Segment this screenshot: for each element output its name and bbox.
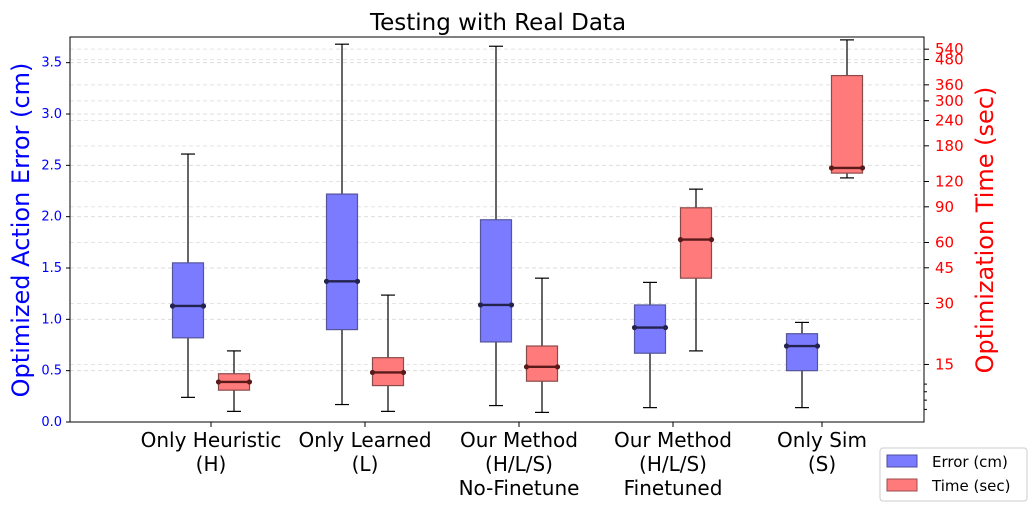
median-dot-right <box>200 303 207 309</box>
median-dot-left <box>323 278 330 284</box>
y-axis-label-right: Optimization Time (sec) <box>971 87 999 374</box>
box-iqr <box>633 304 667 354</box>
right-tick-label: 480 <box>935 51 964 69</box>
category-labels: Only Heuristic(H) Only Learned(L) Our Meth… <box>141 422 867 500</box>
right-tick-label: 30 <box>935 294 954 312</box>
y-axis-label-left: Optimized Action Error (cm) <box>7 63 35 398</box>
category-label: Our Method <box>460 428 578 452</box>
right-tick-label: 240 <box>935 112 964 130</box>
category-label: (S) <box>808 452 836 476</box>
median-dot-right <box>400 369 407 376</box>
error-box <box>323 43 361 406</box>
time-box <box>828 39 866 179</box>
category-label: Only Heuristic <box>141 428 282 452</box>
median-dot-left <box>631 324 638 331</box>
median-dot-left <box>369 369 376 376</box>
chart-title: Testing with Real Data <box>369 10 626 36</box>
right-tick-label: 180 <box>935 137 964 155</box>
legend-label-time: Time (sec) <box>931 477 1010 495</box>
plot-frame <box>69 36 925 423</box>
left-tick-label: 0.0 <box>41 415 62 430</box>
left-tick-label: 0.5 <box>41 364 62 379</box>
time-box <box>215 350 253 412</box>
category-label: Finetuned <box>624 476 723 500</box>
left-tick-label: 3.5 <box>41 56 62 71</box>
right-tick-label: 120 <box>935 172 964 190</box>
time-box <box>369 294 407 412</box>
median-dot-right <box>246 379 253 385</box>
left-tick-label: 3.0 <box>41 107 62 122</box>
legend: Error (cm) Time (sec) <box>879 447 1028 502</box>
median-dot-right <box>859 165 866 171</box>
category-label: (L) <box>352 452 379 476</box>
box-iqr <box>479 219 513 343</box>
error-box <box>783 321 821 409</box>
left-axis: 0.0 0.5 1.0 1.5 2.0 2.5 3.0 3.5 <box>41 56 70 430</box>
left-tick-label: 1.5 <box>41 261 62 276</box>
left-tick-label: 2.5 <box>41 158 62 173</box>
category-label: (H/L/S) <box>485 452 553 476</box>
median-dot-left <box>828 165 835 171</box>
box-iqr <box>325 193 359 331</box>
category-label: (H) <box>196 452 227 476</box>
category-label: (H/L/S) <box>639 452 707 476</box>
legend-swatch-error <box>886 454 918 468</box>
median-dot-left <box>523 364 530 370</box>
left-tick-label: 2.0 <box>41 210 62 225</box>
right-tick-label: 540 <box>935 40 964 58</box>
right-tick-label: 60 <box>935 233 954 251</box>
category-label: Our Method <box>614 428 732 452</box>
median-dot-right <box>554 364 561 370</box>
box-iqr <box>525 345 559 382</box>
box-iqr <box>830 74 864 174</box>
right-tick-label: 300 <box>935 92 964 110</box>
right-tick-label: 45 <box>935 259 954 277</box>
legend-swatch-time <box>886 478 918 492</box>
median-dot-right <box>814 343 821 349</box>
left-tick-label: 1.0 <box>41 312 62 327</box>
boxes <box>169 39 866 413</box>
median-dot-left <box>783 343 790 349</box>
category-label: Only Sim <box>777 428 867 452</box>
median-dot-left <box>215 379 222 385</box>
right-tick-label: 360 <box>935 76 964 94</box>
error-box <box>477 45 515 407</box>
error-box <box>169 153 207 398</box>
box-iqr <box>679 207 713 279</box>
median-dot-right <box>708 236 715 243</box>
median-dot-right <box>662 324 669 331</box>
right-tick-label: 90 <box>935 198 954 216</box>
median-dot-right <box>354 278 361 284</box>
gridlines <box>70 48 924 423</box>
box-iqr <box>785 333 819 372</box>
error-box <box>631 281 669 409</box>
time-box <box>677 188 715 352</box>
category-label: No-Finetune <box>459 476 580 500</box>
median-dot-left <box>677 236 684 243</box>
median-dot-left <box>477 302 484 308</box>
right-tick-label: 15 <box>935 355 954 373</box>
legend-label-error: Error (cm) <box>932 453 1008 471</box>
time-box <box>523 277 561 413</box>
category-label: Only Learned <box>298 428 431 452</box>
median-dot-left <box>169 303 176 309</box>
median-dot-right <box>508 302 515 308</box>
box-iqr <box>171 262 205 339</box>
